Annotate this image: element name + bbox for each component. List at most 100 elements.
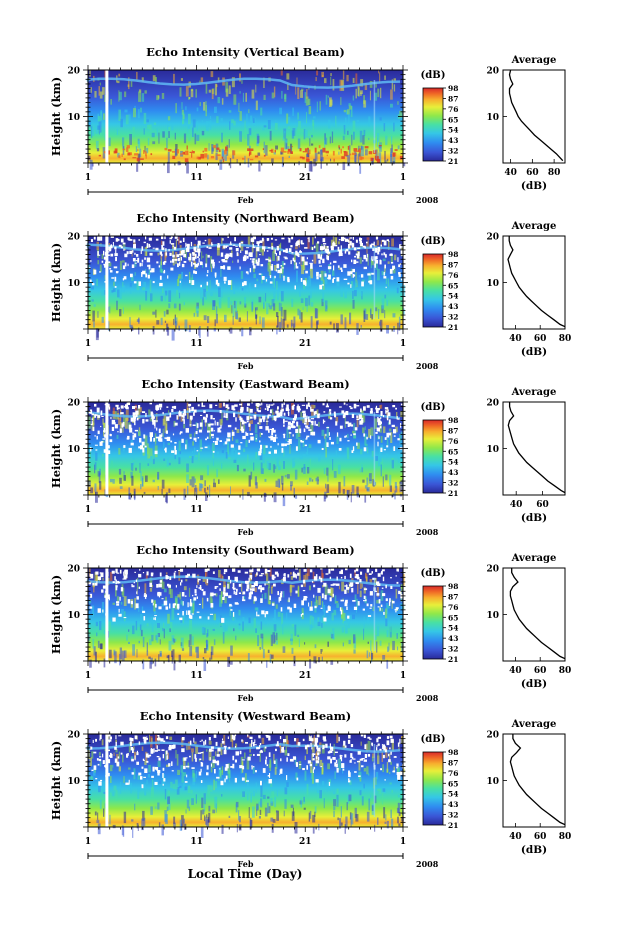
y-tick-label: 10: [67, 445, 80, 455]
data-gap: [105, 70, 109, 163]
colorbar-unit: (dB): [421, 568, 446, 579]
colorbar-tick-label: 87: [448, 426, 458, 435]
profile-title: Average: [511, 387, 557, 398]
colorbar-tick-label: 21: [448, 323, 458, 332]
profile-y-tick-label: 20: [486, 67, 499, 77]
profile-x-tick-label: 60: [534, 334, 547, 344]
profile-x-tick-label: 40: [509, 666, 522, 676]
panel-1: Echo Intensity (Vertical Beam) 10 20 Height…: [49, 45, 566, 205]
x-tick-label: 11: [190, 837, 203, 847]
colorbar-scale: [422, 751, 444, 826]
profile-x-label: (dB): [521, 512, 547, 524]
panel-title: Echo Intensity (Eastward Beam): [141, 377, 349, 391]
panel-2: Echo Intensity (Northward Beam) 10 20 Heigh…: [49, 211, 571, 371]
y-tick-label: 20: [67, 565, 80, 575]
profile-x-tick-label: 80: [548, 168, 561, 178]
panel-title: Echo Intensity (Southward Beam): [136, 543, 354, 557]
profile-y-tick-label: 20: [486, 233, 499, 243]
y-tick-label: 10: [67, 777, 80, 787]
y-tick-label: 20: [67, 731, 80, 741]
y-tick-label: 20: [67, 67, 80, 77]
colorbar-tick-label: 43: [448, 634, 458, 643]
y-axis: 10 20: [67, 565, 408, 662]
colorbar-tick-label: 21: [448, 157, 458, 166]
colorbar-tick-label: 87: [448, 94, 458, 103]
year-label: 2008: [416, 527, 439, 537]
profile-x-tick-label: 80: [559, 832, 572, 842]
profile-y-tick-label: 20: [486, 565, 499, 575]
colorbar-tick-label: 21: [448, 489, 458, 498]
colorbar-tick-label: 65: [448, 281, 458, 290]
colorbar-tick-label: 65: [448, 115, 458, 124]
profile-x-label: (dB): [521, 346, 547, 358]
y-tick-label: 10: [67, 113, 80, 123]
x-tick-label: 1: [400, 837, 406, 847]
x-tick-label: 1: [400, 505, 406, 515]
y-axis-label: Height (km): [49, 77, 63, 156]
x-tick-label: 1: [85, 505, 91, 515]
profile-title: Average: [511, 221, 557, 232]
y-tick-label: 10: [67, 611, 80, 621]
colorbar-tick-label: 21: [448, 821, 458, 830]
profile-title: Average: [511, 553, 557, 564]
month-label: Feb: [238, 195, 254, 205]
average-profile: Average 10 20 40 60 (dB): [486, 387, 566, 524]
profile-x-tick-label: 60: [534, 832, 547, 842]
y-axis: 10 20: [67, 731, 408, 828]
heatmap-missing-data: [88, 568, 406, 623]
panel-4: Echo Intensity (Southward Beam) 10 20 Heigh…: [49, 543, 571, 703]
colorbar-tick-label: 43: [448, 302, 458, 311]
heatmap-missing-data: [90, 734, 406, 789]
profile-title: Average: [511, 55, 557, 66]
colorbar-scale: [422, 87, 444, 162]
profile-x-tick-label: 40: [504, 168, 517, 178]
profile-x-tick-label: 60: [534, 666, 547, 676]
colorbar-tick-label: 65: [448, 613, 458, 622]
colorbar-tick-label: 54: [448, 790, 458, 799]
x-tick-label: 1: [85, 173, 91, 183]
month-label: Feb: [238, 859, 254, 869]
colorbar-unit: (dB): [421, 70, 446, 81]
month-label: Feb: [238, 361, 254, 371]
profile-frame: [502, 401, 566, 496]
heatmap-missing-data: [88, 402, 405, 456]
colorbar-tick-label: 76: [448, 437, 458, 446]
profile-line: [509, 568, 566, 660]
heatmap-texture: [88, 568, 405, 671]
panel-title: Echo Intensity (Northward Beam): [136, 211, 354, 225]
profile-y-tick-label: 10: [486, 611, 499, 621]
y-axis-label: Height (km): [49, 243, 63, 322]
heatmap-streak: [373, 412, 376, 485]
profile-y-tick-label: 10: [486, 113, 499, 123]
x-tick-label: 21: [299, 339, 312, 349]
y-tick-label: 10: [67, 279, 80, 289]
heatmap-band: [86, 575, 401, 587]
profile-y-tick-label: 10: [486, 279, 499, 289]
colorbar-tick-label: 32: [448, 313, 458, 322]
heatmap-streak: [373, 744, 376, 817]
month-label: Feb: [238, 693, 254, 703]
month-label: Feb: [238, 527, 254, 537]
profile-x-label: (dB): [521, 844, 547, 856]
profile-x-tick-label: 60: [526, 168, 539, 178]
y-tick-label: 20: [67, 233, 80, 243]
data-gap: [105, 568, 109, 661]
colorbar-tick-label: 32: [448, 147, 458, 156]
profile-frame: [502, 733, 566, 828]
y-axis-label: Height (km): [49, 575, 63, 654]
colorbar-tick-label: 32: [448, 811, 458, 820]
year-label: 2008: [416, 195, 439, 205]
y-axis: 10 20: [67, 399, 408, 496]
colorbar-unit: (dB): [421, 402, 446, 413]
heatmap-streak: [373, 246, 376, 319]
colorbar-tick-label: 43: [448, 136, 458, 145]
year-label: 2008: [416, 361, 439, 371]
